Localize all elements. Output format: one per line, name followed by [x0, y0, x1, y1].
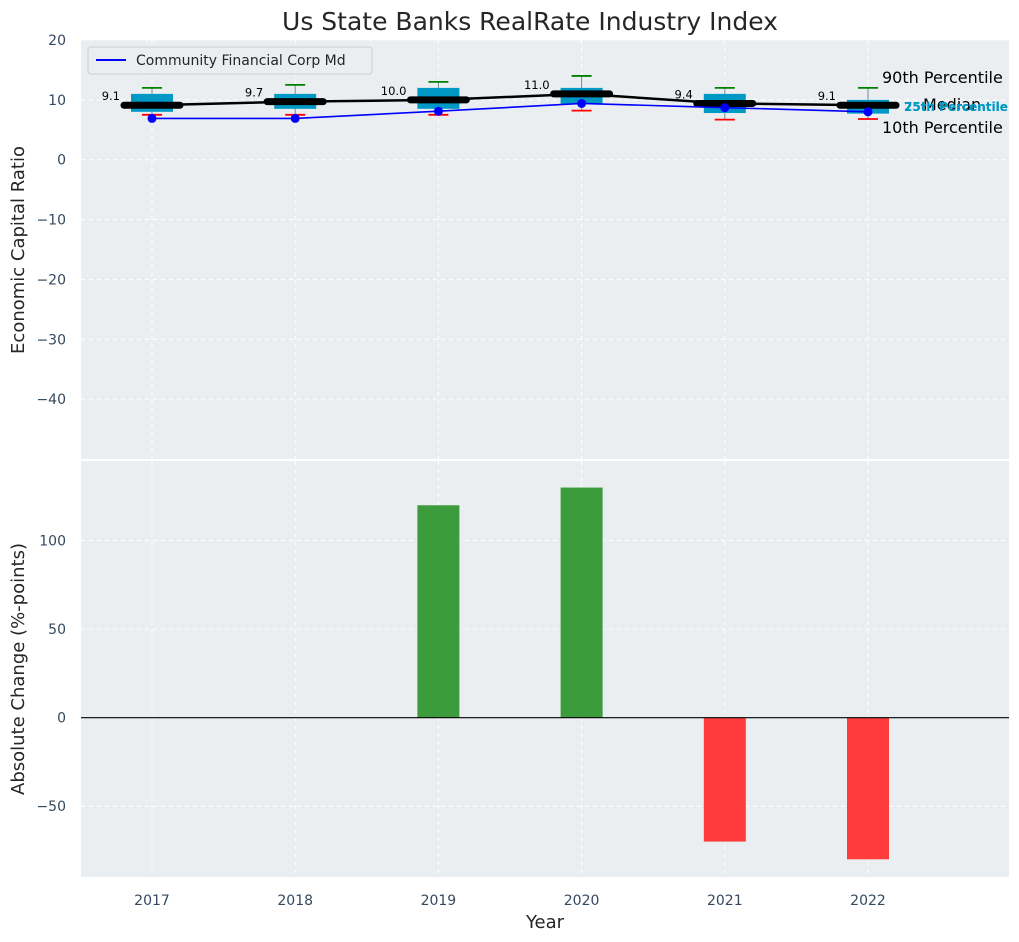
top-y-tick-label: −20	[36, 272, 66, 288]
top-y-tick-label: −40	[36, 392, 66, 408]
x-tick-label: 2017	[134, 893, 170, 909]
change-bar-2022	[847, 717, 889, 860]
top-panel: 20 10 0 −10 −20 −30 −40 9.1 9.7 10.0 11.0 9.4 9.1 C…	[8, 33, 1009, 459]
change-bar-2019	[417, 505, 460, 718]
series-point	[720, 103, 730, 113]
top-y-axis-label: Economic Capital Ratio	[8, 146, 29, 354]
change-bar-2021	[703, 717, 746, 842]
top-y-tick-label: −10	[36, 213, 66, 229]
top-y-ticks: 20 10 0 −10 −20 −30 −40	[36, 33, 66, 408]
bottom-y-axis-label: Absolute Change (%-points)	[8, 543, 29, 795]
panel-divider	[81, 459, 1009, 461]
company-series	[147, 98, 873, 123]
top-y-tick-label: −30	[36, 332, 66, 348]
legend-box	[87, 46, 373, 75]
legend: Community Financial Corp Md	[87, 46, 373, 75]
top-gridlines	[81, 39, 1009, 459]
bottom-y-tick-label: 0	[57, 711, 66, 727]
x-tick-label: 2019	[421, 893, 457, 909]
change-bar-2020	[560, 487, 603, 718]
median-trend-line	[151, 92, 869, 107]
legend-label: Community Financial Corp Md	[136, 53, 346, 69]
bottom-y-ticks: 100 50 0 −50	[36, 534, 66, 816]
bottom-y-tick-label: 100	[39, 534, 66, 550]
series-point	[577, 98, 587, 108]
median-value-label: 9.1	[818, 89, 836, 103]
x-ticks: 2017 2018 2019 2020 2021 2022	[134, 893, 886, 909]
q1-annotation: 25th Percentile	[904, 100, 1008, 114]
median-value-label: 9.1	[102, 89, 120, 103]
median-labels: 9.1 9.7 10.0 11.0 9.4 9.1	[102, 78, 836, 103]
q3-annotation: 75th Percentile	[904, 100, 1008, 114]
median-value-label: 11.0	[524, 78, 550, 92]
top-y-tick-label: 0	[57, 153, 66, 169]
top-y-tick-label: 10	[48, 93, 66, 109]
median-trend	[151, 92, 869, 107]
change-bars	[417, 487, 889, 860]
median-annotation: Median	[923, 95, 981, 114]
x-tick-label: 2020	[564, 893, 600, 909]
p90-annotation: 90th Percentile	[882, 68, 1003, 87]
series-line	[152, 102, 869, 120]
x-tick-label: 2022	[850, 893, 886, 909]
bottom-y-tick-label: −50	[36, 799, 66, 815]
median-value-label: 9.7	[245, 86, 263, 100]
x-tick-label: 2018	[277, 893, 313, 909]
x-tick-label: 2021	[707, 893, 743, 909]
chart-title: Us State Banks RealRate Industry Index	[282, 7, 778, 36]
x-axis-label: Year	[525, 912, 565, 933]
median-value-label: 9.4	[675, 87, 693, 101]
top-y-tick-label: 20	[48, 33, 66, 49]
series-point	[290, 113, 300, 123]
bottom-y-tick-label: 50	[48, 622, 66, 638]
series-point	[863, 107, 873, 117]
series-point	[433, 106, 443, 116]
median-value-label: 10.0	[381, 84, 407, 98]
bottom-panel: 100 50 0 −50 2017 2018 2019 2020 2021 2022 Absol…	[8, 461, 1009, 933]
series-point	[147, 113, 157, 123]
p10-annotation: 10th Percentile	[882, 118, 1003, 137]
